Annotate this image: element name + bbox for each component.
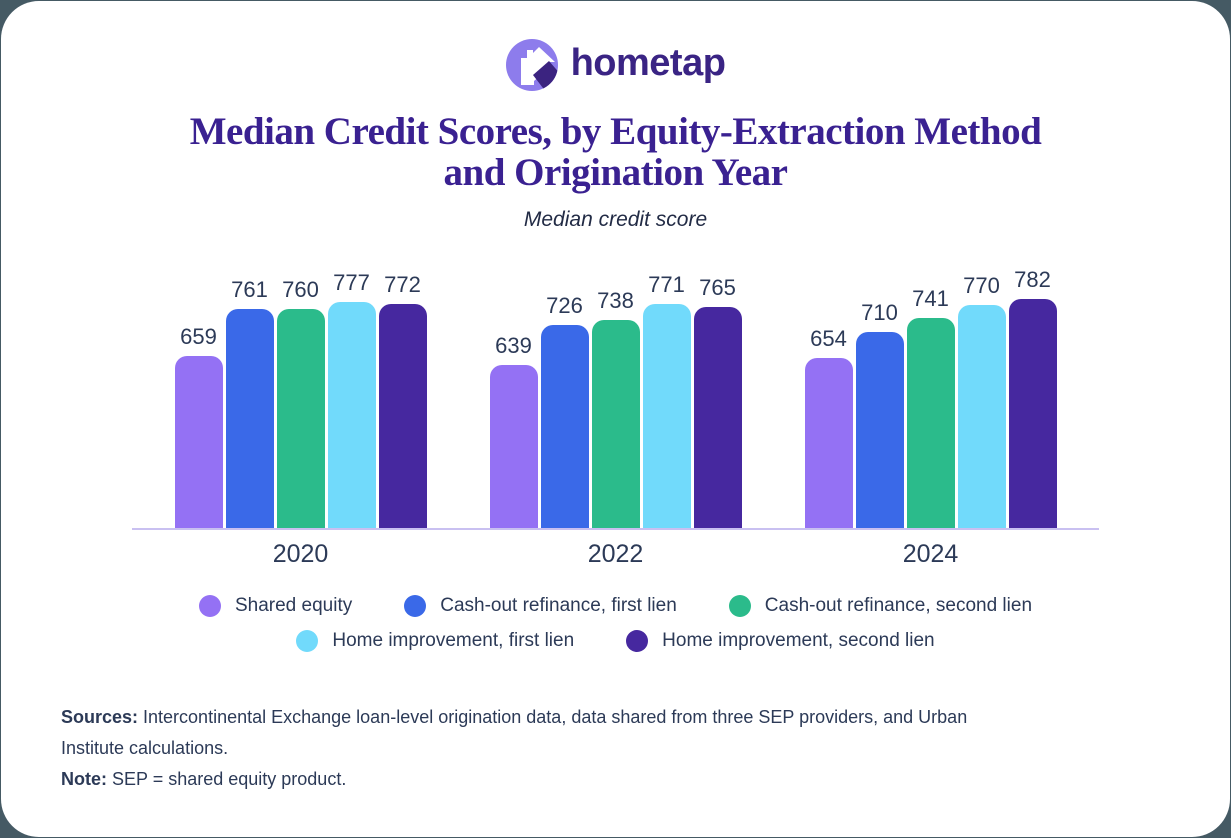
bar [855,332,904,528]
bar [957,305,1006,528]
bar [276,309,325,528]
legend-dot-icon [296,630,319,652]
note-label: Note: [61,769,107,789]
legend-dot-icon [728,595,751,617]
bar-value-label: 761 [231,277,268,302]
sources-text: Intercontinental Exchange loan-level ori… [61,707,968,758]
bar-cash-out-refinance-second-lien-2020: 760 [276,277,325,528]
bar-cash-out-refinance-first-lien-2022: 726 [540,293,589,528]
bar-shared-equity-2022: 639 [489,333,538,528]
bar-value-label: 782 [1014,267,1051,292]
legend-item-home-improvement-first-lien: Home improvement, first lien [296,630,574,652]
bar-value-label: 654 [810,326,847,351]
legend-row-1: Shared equity Cash-out refinance, first l… [198,595,1033,617]
x-axis-line [132,528,1099,530]
bar [174,356,223,528]
page-title: Median Credit Scores, by Equity-Extracti… [189,110,1042,194]
bar-value-label: 639 [495,333,532,358]
bar [1008,299,1057,528]
bar-value-label: 726 [546,293,583,318]
bar-value-label: 741 [912,286,949,311]
bar-cash-out-refinance-first-lien-2024: 710 [855,300,904,528]
bar-value-label: 770 [963,273,1000,298]
legend-label: Home improvement, first lien [332,630,575,651]
legend-label: Shared equity [234,595,353,616]
footer-notes: Sources: Intercontinental Exchange loan-… [61,702,981,795]
bar-home-improvement-first-lien-2022: 771 [642,272,691,528]
note-text: SEP = shared equity product. [107,769,347,789]
bar-home-improvement-first-lien-2024: 770 [957,273,1006,528]
bar [378,304,427,528]
bar-group-2022: 639 726 738 771 765 [489,272,742,528]
bar [591,320,640,528]
legend-label: Cash-out refinance, second lien [764,595,1033,616]
sources-line: Sources: Intercontinental Exchange loan-… [61,702,981,764]
bar-value-label: 771 [648,272,685,297]
bar [693,307,742,528]
legend-item-shared-equity: Shared equity [198,595,353,617]
bar-chart: 659 761 760 777 772 639 726 738 771 765 654 710 741 7… [132,260,1099,569]
bar-home-improvement-second-lien-2022: 765 [693,275,742,528]
bar-value-label: 765 [699,275,736,300]
bar-value-label: 760 [282,277,319,302]
logo-dark-shape [532,61,558,91]
bar-group-2020: 659 761 760 777 772 [174,270,427,528]
hometap-wordmark: hometap [570,42,726,84]
chart-legend: Shared equity Cash-out refinance, first l… [1,595,1230,652]
bar-value-label: 738 [597,288,634,313]
bar-group-2024: 654 710 741 770 782 [804,267,1057,528]
bar-shared-equity-2024: 654 [804,326,853,528]
bar [225,309,274,528]
bar-value-label: 777 [333,270,370,295]
hometap-logo-icon [505,39,558,91]
legend-item-home-improvement-second-lien: Home improvement, second lien [626,630,935,652]
legend-item-cash-out-refinance-first-lien: Cash-out refinance, first lien [404,595,677,617]
x-axis-label-2024: 2024 [902,540,959,568]
chart-plot-area: 659 761 760 777 772 639 726 738 771 765 654 710 741 7… [132,260,1099,528]
legend-dot-icon [404,595,427,617]
bar-value-label: 772 [384,272,421,297]
x-axis-label-2020: 2020 [272,540,329,568]
bar-shared-equity-2020: 659 [174,324,223,528]
bar-home-improvement-first-lien-2020: 777 [327,270,376,528]
chart-subtitle: Median credit score [523,208,708,231]
legend-dot-icon [198,595,221,617]
bar-cash-out-refinance-second-lien-2022: 738 [591,288,640,528]
legend-dot-icon [626,630,649,652]
hometap-logo: hometap [1,39,1230,91]
bar [540,325,589,528]
legend-item-cash-out-refinance-second-lien: Cash-out refinance, second lien [728,595,1033,617]
bar [489,365,538,528]
logo-house-shape [520,47,555,85]
legend-row-2: Home improvement, first lien Home improve… [296,630,935,652]
bar-cash-out-refinance-first-lien-2020: 761 [225,277,274,528]
bar [642,304,691,528]
note-line: Note: SEP = shared equity product. [61,764,981,795]
bar-cash-out-refinance-second-lien-2024: 741 [906,286,955,528]
bar [804,358,853,528]
bar [327,302,376,528]
bar-value-label: 659 [180,324,217,349]
legend-label: Home improvement, second lien [662,630,935,651]
sources-label: Sources: [61,707,139,727]
bar-home-improvement-second-lien-2024: 782 [1008,267,1057,528]
x-axis-label-2022: 2022 [587,540,644,568]
legend-label: Cash-out refinance, first lien [440,595,677,616]
bar-home-improvement-second-lien-2020: 772 [378,272,427,528]
bar [906,318,955,528]
bar-value-label: 710 [861,300,898,325]
x-axis-labels: 2020 2022 2024 [132,530,1099,569]
